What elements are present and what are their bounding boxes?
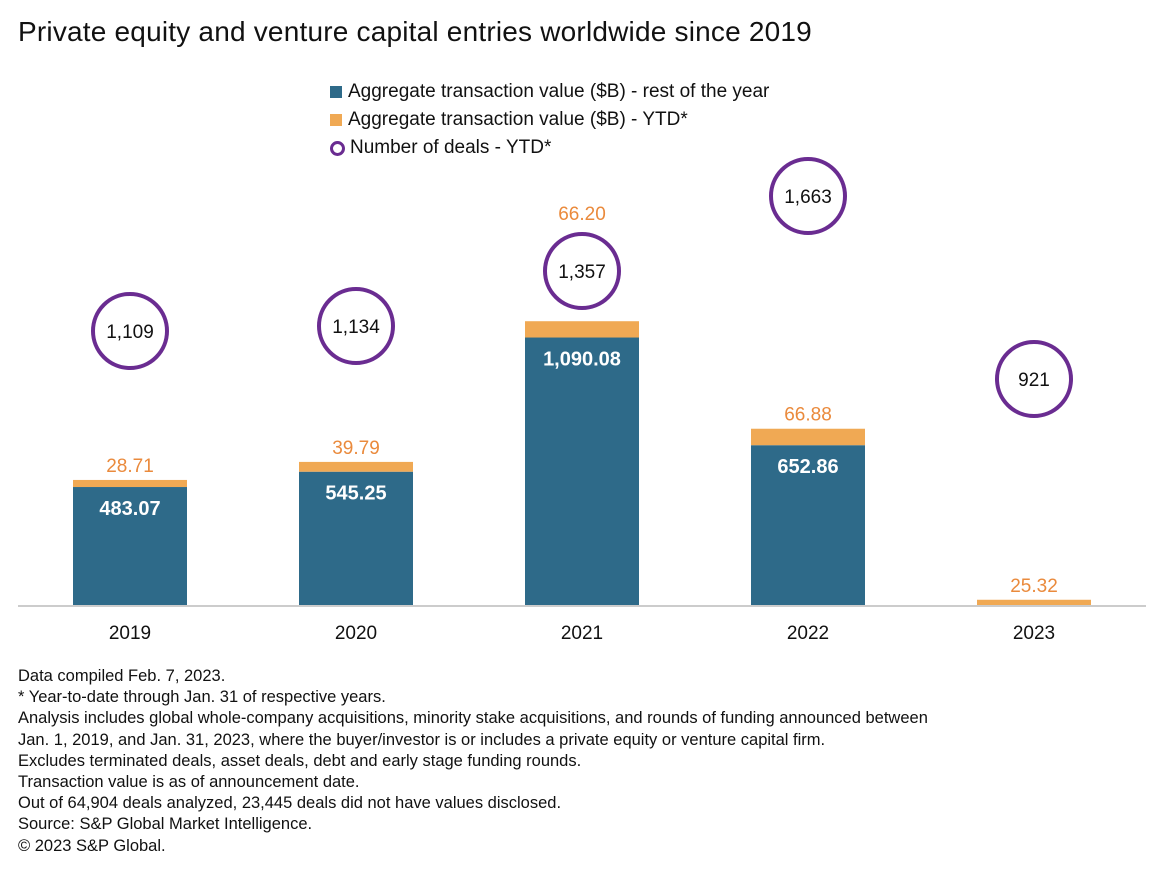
chart-legend: Aggregate transaction value ($B) - rest … [330, 78, 769, 162]
bar-rest-of-year [299, 471, 413, 606]
bar-ytd [751, 428, 865, 446]
bar-label-ytd: 28.71 [106, 456, 154, 477]
bar-ytd [299, 461, 413, 472]
note-line: Out of 64,904 deals analyzed, 23,445 dea… [18, 794, 562, 813]
deals-ring-label: 1,109 [106, 322, 154, 343]
note-line: Jan. 1, 2019, and Jan. 31, 2023, where t… [18, 730, 826, 749]
bar-ytd [73, 479, 187, 488]
bar-label-ytd: 25.32 [1010, 576, 1058, 597]
bar-label-rest-of-year: 483.07 [99, 498, 160, 520]
legend-label: Aggregate transaction value ($B) - rest … [348, 81, 770, 102]
legend-item: Aggregate transaction value ($B) - rest … [330, 78, 769, 106]
x-tick-label: 2021 [561, 623, 603, 644]
bar-label-ytd: 66.20 [558, 204, 606, 225]
bar-label-rest-of-year: 1,090.08 [543, 349, 621, 371]
note-line: © 2023 S&P Global. [18, 836, 166, 855]
deals-ring [91, 292, 169, 370]
bar-label-rest-of-year: 652.86 [777, 456, 838, 478]
bar-rest-of-year [525, 337, 639, 606]
deals-ring-label: 921 [1018, 370, 1050, 391]
deals-ring [995, 340, 1073, 418]
bar-ytd [525, 321, 639, 338]
deals-ring [317, 287, 395, 365]
legend-label: Number of deals - YTD* [350, 137, 552, 158]
x-tick-label: 2020 [335, 623, 377, 644]
note-line: Source: S&P Global Market Intelligence. [18, 815, 313, 834]
bar-rest-of-year [751, 445, 865, 606]
note-line: Data compiled Feb. 7, 2023. [18, 667, 226, 685]
chart-title: Private equity and venture capital entri… [18, 16, 812, 47]
chart-plot: 483.07 28.71 1,109 2019 545.25 39.79 1,134 2020… [18, 157, 1146, 644]
legend-item: Aggregate transaction value ($B) - YTD* [330, 106, 769, 134]
bar-rest-of-year [73, 487, 187, 606]
bar-label-ytd: 66.88 [784, 405, 832, 426]
legend-swatch [330, 86, 342, 98]
note-line: Excludes terminated deals, asset deals, … [18, 751, 582, 770]
bar-label-ytd: 39.79 [332, 438, 380, 459]
chart-notes: Data compiled Feb. 7, 2023. * Year-to-dat… [18, 666, 1158, 857]
deals-ring-label: 1,357 [558, 262, 606, 283]
x-tick-label: 2022 [787, 623, 829, 644]
deals-ring [769, 157, 847, 235]
legend-label: Aggregate transaction value ($B) - YTD* [348, 109, 688, 130]
legend-item: Number of deals - YTD* [330, 134, 769, 162]
deals-ring-label: 1,134 [332, 317, 380, 338]
legend-swatch [330, 114, 342, 126]
x-tick-label: 2023 [1013, 623, 1055, 644]
legend-ring-marker [330, 140, 345, 156]
note-line: Analysis includes global whole-company a… [18, 709, 928, 728]
deals-ring [543, 232, 621, 310]
bar-ytd [977, 599, 1091, 606]
deals-ring-label: 1,663 [784, 187, 832, 208]
bar-label-rest-of-year: 545.25 [325, 483, 386, 505]
note-line: Transaction value is as of announcement … [18, 773, 360, 792]
x-tick-label: 2019 [109, 623, 151, 644]
note-line: * Year-to-date through Jan. 31 of respec… [18, 688, 386, 707]
